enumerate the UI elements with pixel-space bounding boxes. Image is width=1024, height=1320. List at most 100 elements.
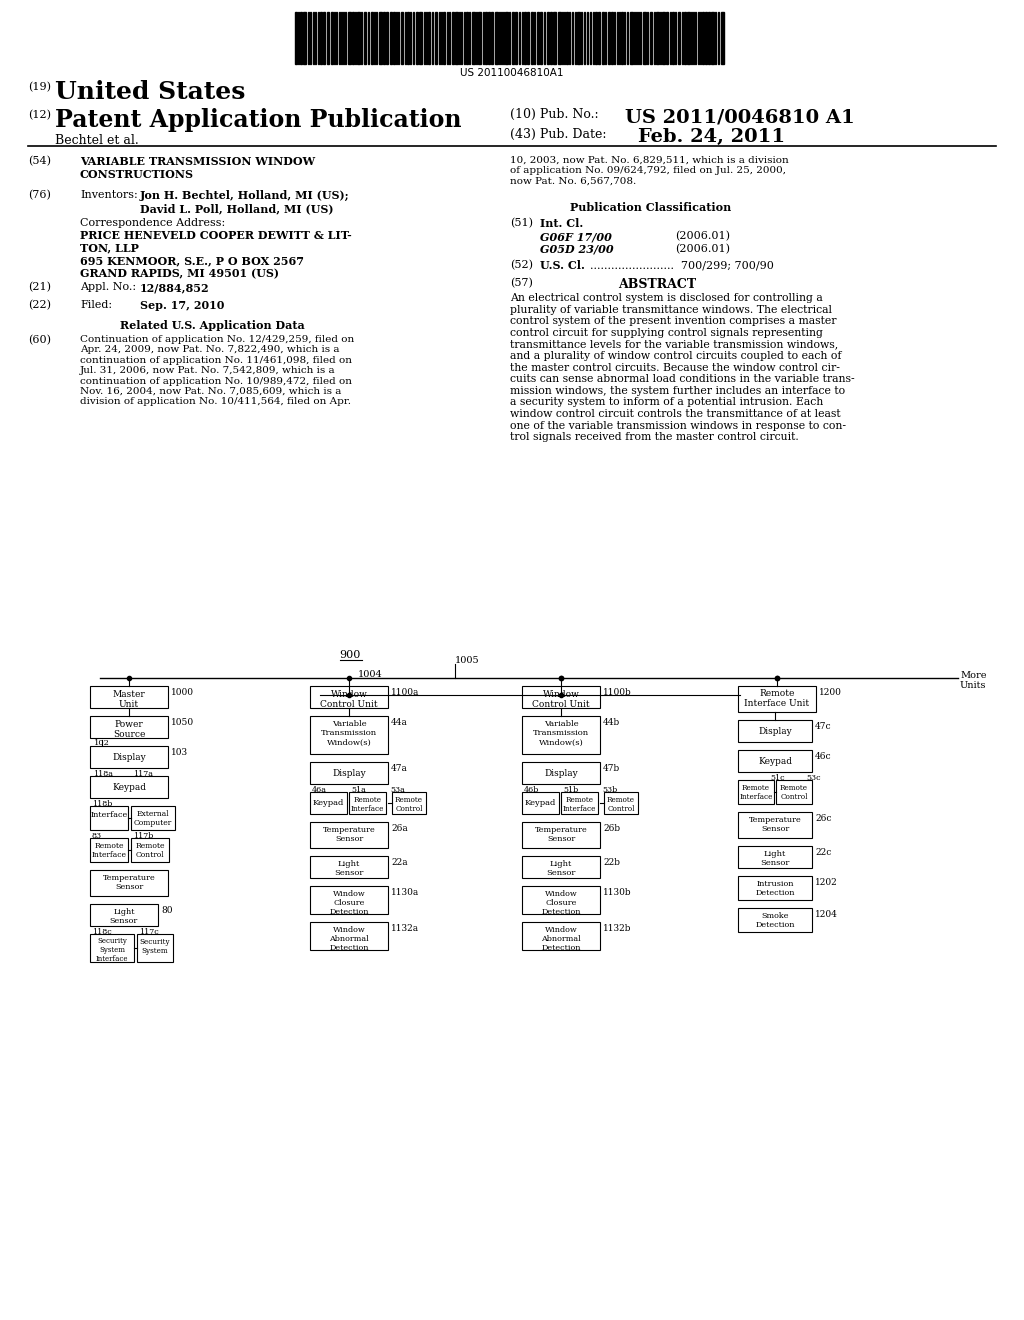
Bar <box>738 846 812 869</box>
Bar <box>478 12 481 63</box>
Text: Light
Sensor: Light Sensor <box>547 861 575 878</box>
Bar <box>455 12 458 63</box>
Text: Correspondence Address:: Correspondence Address: <box>80 218 225 228</box>
Bar <box>310 792 347 814</box>
Bar <box>512 12 514 63</box>
Text: Remote
Interface: Remote Interface <box>739 784 773 801</box>
Bar <box>131 807 175 830</box>
Bar <box>371 12 373 63</box>
Text: 51c: 51c <box>770 774 784 781</box>
Text: 46c: 46c <box>815 752 831 762</box>
Text: Window
Closure
Detection: Window Closure Detection <box>542 890 581 916</box>
Text: US 20110046810A1: US 20110046810A1 <box>460 69 564 78</box>
Text: PRICE HENEVELD COOPER DEWITT & LIT-
TON, LLP
695 KENMOOR, S.E., P O BOX 2567
GRA: PRICE HENEVELD COOPER DEWITT & LIT- TON,… <box>80 230 352 280</box>
Text: An electrical control system is disclosed for controlling a
plurality of variabl: An electrical control system is disclose… <box>510 293 855 442</box>
Bar <box>708 12 710 63</box>
Text: (19): (19) <box>28 82 51 92</box>
Bar <box>738 686 816 711</box>
Bar <box>577 12 580 63</box>
Text: 80: 80 <box>161 906 172 915</box>
Text: (12): (12) <box>28 110 51 120</box>
Bar <box>687 12 690 63</box>
Bar <box>662 12 665 63</box>
Text: 1000: 1000 <box>171 688 194 697</box>
Text: Sep. 17, 2010: Sep. 17, 2010 <box>140 300 224 312</box>
Bar <box>357 12 360 63</box>
Text: Int. Cl.: Int. Cl. <box>540 218 584 228</box>
Text: 1130a: 1130a <box>391 888 419 898</box>
Bar <box>522 762 600 784</box>
Bar <box>428 12 430 63</box>
Text: 47c: 47c <box>815 722 831 731</box>
Bar <box>90 870 168 896</box>
Bar <box>561 792 598 814</box>
Text: 1005: 1005 <box>455 656 479 665</box>
Text: 46b: 46b <box>524 785 540 795</box>
Text: 1100b: 1100b <box>603 688 632 697</box>
Bar <box>485 12 487 63</box>
Text: Remote
Control: Remote Control <box>395 796 423 813</box>
Text: Keypad: Keypad <box>525 799 556 807</box>
Bar <box>738 719 812 742</box>
Text: Display: Display <box>112 752 145 762</box>
Bar <box>495 12 498 63</box>
Bar <box>604 792 638 814</box>
Bar <box>379 12 382 63</box>
Text: (2006.01): (2006.01) <box>675 231 730 242</box>
Text: Keypad: Keypad <box>758 756 792 766</box>
Bar <box>711 12 714 63</box>
Text: 22a: 22a <box>391 858 408 867</box>
Text: 900: 900 <box>339 649 360 660</box>
Text: 12/884,852: 12/884,852 <box>140 282 210 293</box>
Text: United States: United States <box>55 81 246 104</box>
Text: 1204: 1204 <box>815 909 838 919</box>
Text: Units: Units <box>961 681 986 690</box>
Text: (21): (21) <box>28 282 51 292</box>
Text: Window
Control Unit: Window Control Unit <box>532 690 590 709</box>
Bar <box>90 838 128 862</box>
Text: Remote
Interface: Remote Interface <box>351 796 384 813</box>
Text: More: More <box>961 671 986 680</box>
Bar <box>672 12 674 63</box>
Bar <box>90 904 158 927</box>
Text: 118c: 118c <box>92 928 112 936</box>
Text: Interface: Interface <box>90 810 128 818</box>
Text: Temperature
Sensor: Temperature Sensor <box>323 826 376 843</box>
Bar <box>131 838 169 862</box>
Bar <box>90 807 128 830</box>
Bar <box>702 12 705 63</box>
Bar <box>310 822 388 847</box>
Text: 10, 2003, now Pat. No. 6,829,511, which is a division
of application No. 09/624,: 10, 2003, now Pat. No. 6,829,511, which … <box>510 156 788 186</box>
Bar <box>331 12 333 63</box>
Text: Remote
Control: Remote Control <box>135 842 165 859</box>
Bar <box>602 12 604 63</box>
Bar <box>310 686 388 708</box>
Text: Light
Sensor: Light Sensor <box>110 908 138 925</box>
Bar <box>90 686 168 708</box>
Text: 47b: 47b <box>603 764 621 774</box>
Bar <box>466 12 468 63</box>
Bar <box>678 12 680 63</box>
Text: (43) Pub. Date:: (43) Pub. Date: <box>510 128 606 141</box>
Text: Security
System
Interface: Security System Interface <box>96 937 128 964</box>
Text: 53c: 53c <box>806 774 820 781</box>
Bar <box>621 12 623 63</box>
Bar <box>310 855 388 878</box>
Bar <box>522 686 600 708</box>
Bar <box>419 12 422 63</box>
Bar <box>547 12 549 63</box>
Bar <box>443 12 445 63</box>
Bar <box>319 12 322 63</box>
Bar <box>531 12 534 63</box>
Bar <box>90 746 168 768</box>
Text: 26b: 26b <box>603 824 621 833</box>
Bar <box>650 12 652 63</box>
Text: 1050: 1050 <box>171 718 195 727</box>
Text: (57): (57) <box>510 279 532 288</box>
Text: 1004: 1004 <box>358 671 383 678</box>
Bar <box>303 12 306 63</box>
Bar <box>553 12 556 63</box>
Bar <box>738 876 812 900</box>
Bar <box>300 12 302 63</box>
Text: 22b: 22b <box>603 858 620 867</box>
